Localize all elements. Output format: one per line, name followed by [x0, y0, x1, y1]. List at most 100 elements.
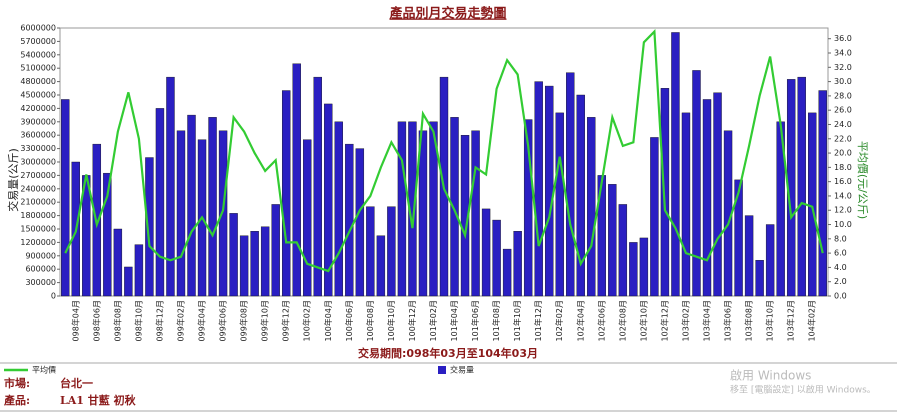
bar: [471, 130, 480, 297]
bar: [629, 242, 638, 297]
y2-tick-label: 10.0: [834, 220, 852, 229]
y-axis-title: 交易量(公斤): [6, 148, 20, 212]
bar: [429, 121, 438, 297]
y2-tick-label: 4.0: [834, 263, 847, 272]
product-label: 產品:: [3, 393, 30, 407]
y-tick-label: 4500000: [20, 91, 56, 100]
y2-tick-label: 8.0: [834, 234, 847, 243]
bar: [618, 204, 628, 297]
x-tick-label: 100年02月: [302, 300, 312, 341]
y-tick-label: 2100000: [20, 198, 56, 207]
y-tick-label: 4800000: [20, 77, 56, 86]
x-tick-label: 100年12月: [407, 300, 417, 341]
bar: [639, 237, 649, 297]
bar: [134, 244, 144, 297]
x-tick-label: 103年04月: [702, 300, 712, 341]
x-tick-label: 098年10月: [133, 300, 143, 341]
x-tick-label: 099年10月: [260, 300, 270, 341]
y2-axis-title: 平均價(元/公斤): [856, 141, 870, 219]
x-tick-label: 098年06月: [91, 300, 101, 341]
bar: [523, 119, 533, 297]
bar: [566, 72, 575, 297]
bar: [155, 108, 165, 297]
bar: [713, 92, 722, 297]
y-tick-label: 600000: [25, 265, 56, 274]
y-tick-label: 3900000: [20, 117, 56, 126]
bar: [608, 184, 617, 297]
chart-title: 產品別月交易走勢圖: [388, 6, 506, 22]
x-tick-label: 100年04月: [323, 300, 333, 341]
bar: [281, 90, 291, 297]
y2-tick-label: 32.0: [834, 63, 852, 72]
bar: [271, 204, 280, 297]
product: LA1 甘藍 初秋: [60, 393, 137, 407]
y-tick-label: 3300000: [20, 144, 56, 153]
x-tick-label: 104年02月: [807, 300, 817, 341]
x-axis-title: 交易期間:098年03月至104年03月: [358, 346, 538, 360]
x-tick-label: 101年10月: [512, 300, 522, 341]
market-label: 市場:: [4, 376, 30, 390]
x-tick-label: 100年10月: [386, 300, 396, 341]
bar: [61, 99, 70, 297]
y2-tick-label: 24.0: [834, 120, 852, 129]
y-tick-label: 6000000: [20, 24, 56, 33]
bar: [229, 213, 238, 297]
bar: [345, 143, 354, 297]
bar: [513, 231, 522, 297]
x-tick-label: 099年06月: [218, 300, 228, 341]
bar: [702, 99, 712, 297]
bar: [324, 103, 333, 297]
y-tick-label: 5400000: [20, 50, 56, 59]
bar: [145, 157, 154, 297]
legend-label: 交易量: [450, 365, 474, 375]
x-tick-label: 099年04月: [197, 300, 207, 341]
x-tick-label: 102年02月: [554, 300, 564, 341]
bar: [218, 130, 228, 297]
y-tick-label: 0: [51, 292, 56, 301]
bar: [450, 117, 459, 297]
y-tick-label: 300000: [25, 278, 56, 287]
bar: [755, 260, 764, 297]
watermark-title: 啟用 Windows: [730, 368, 811, 383]
bar: [334, 121, 343, 297]
y-tick-label: 3600000: [20, 131, 56, 140]
y-tick-label: 1800000: [20, 211, 56, 220]
legend-swatch: [438, 366, 446, 374]
y-tick-label: 1500000: [20, 225, 56, 234]
x-tick-label: 099年08月: [239, 300, 249, 341]
y2-tick-label: 14.0: [834, 191, 852, 200]
bar: [808, 112, 817, 297]
y2-tick-label: 20.0: [834, 149, 852, 158]
x-tick-label: 103年08月: [744, 300, 754, 341]
y2-tick-label: 34.0: [834, 49, 852, 58]
y-tick-label: 900000: [25, 251, 56, 260]
x-tick-label: 102年04月: [575, 300, 585, 341]
bar: [555, 112, 564, 297]
x-tick-label: 103年06月: [723, 300, 733, 341]
x-tick-label: 101年08月: [491, 300, 501, 341]
y2-tick-label: 12.0: [834, 206, 852, 215]
bar: [545, 85, 554, 297]
y2-tick-label: 0.0: [834, 292, 847, 301]
x-tick-label: 102年08月: [617, 300, 627, 341]
y2-tick-label: 30.0: [834, 77, 852, 86]
x-tick-label: 101年04月: [449, 300, 459, 341]
bar: [376, 235, 386, 297]
y2-tick-label: 36.0: [834, 34, 852, 43]
bar: [387, 206, 396, 297]
bar: [818, 90, 827, 297]
y-tick-label: 3000000: [20, 158, 56, 167]
x-tick-label: 101年12月: [533, 300, 543, 341]
bar: [260, 226, 270, 297]
bar: [250, 231, 259, 297]
x-tick-label: 099年12月: [281, 300, 291, 341]
y-tick-label: 5100000: [20, 64, 56, 73]
y2-tick-label: 16.0: [834, 177, 852, 186]
bar: [744, 215, 754, 297]
bar: [797, 76, 806, 297]
line: [64, 29, 824, 273]
bar: [765, 224, 775, 297]
y-tick-label: 1200000: [20, 238, 56, 247]
bar: [502, 248, 512, 297]
x-tick-label: 102年06月: [596, 300, 606, 341]
